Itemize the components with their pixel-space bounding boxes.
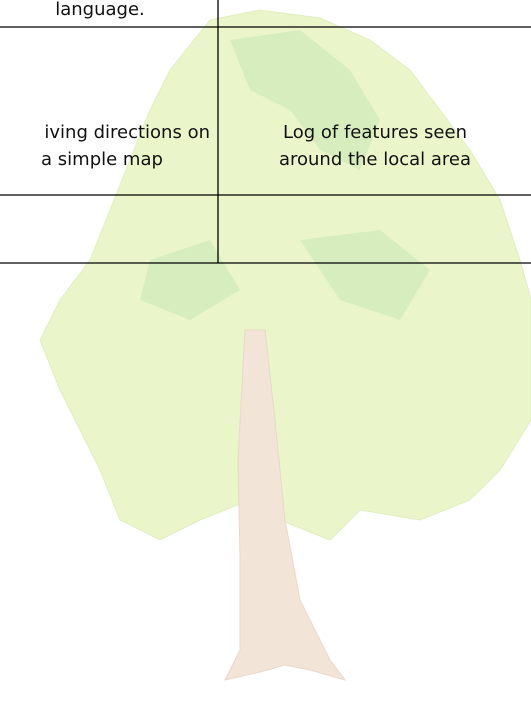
cell-text: iving directions on — [44, 122, 210, 143]
cell-text: around the local area — [279, 149, 471, 170]
tree-canopy-shade — [140, 30, 430, 320]
cell-text: Log of features seen — [283, 122, 467, 143]
table-rules — [0, 0, 531, 264]
tree-trunk — [224, 329, 347, 681]
cell-text: a simple map — [41, 149, 163, 170]
tree-canopy — [39, 9, 531, 541]
cell-text: language. — [55, 0, 145, 20]
tree-watermark — [39, 9, 531, 681]
